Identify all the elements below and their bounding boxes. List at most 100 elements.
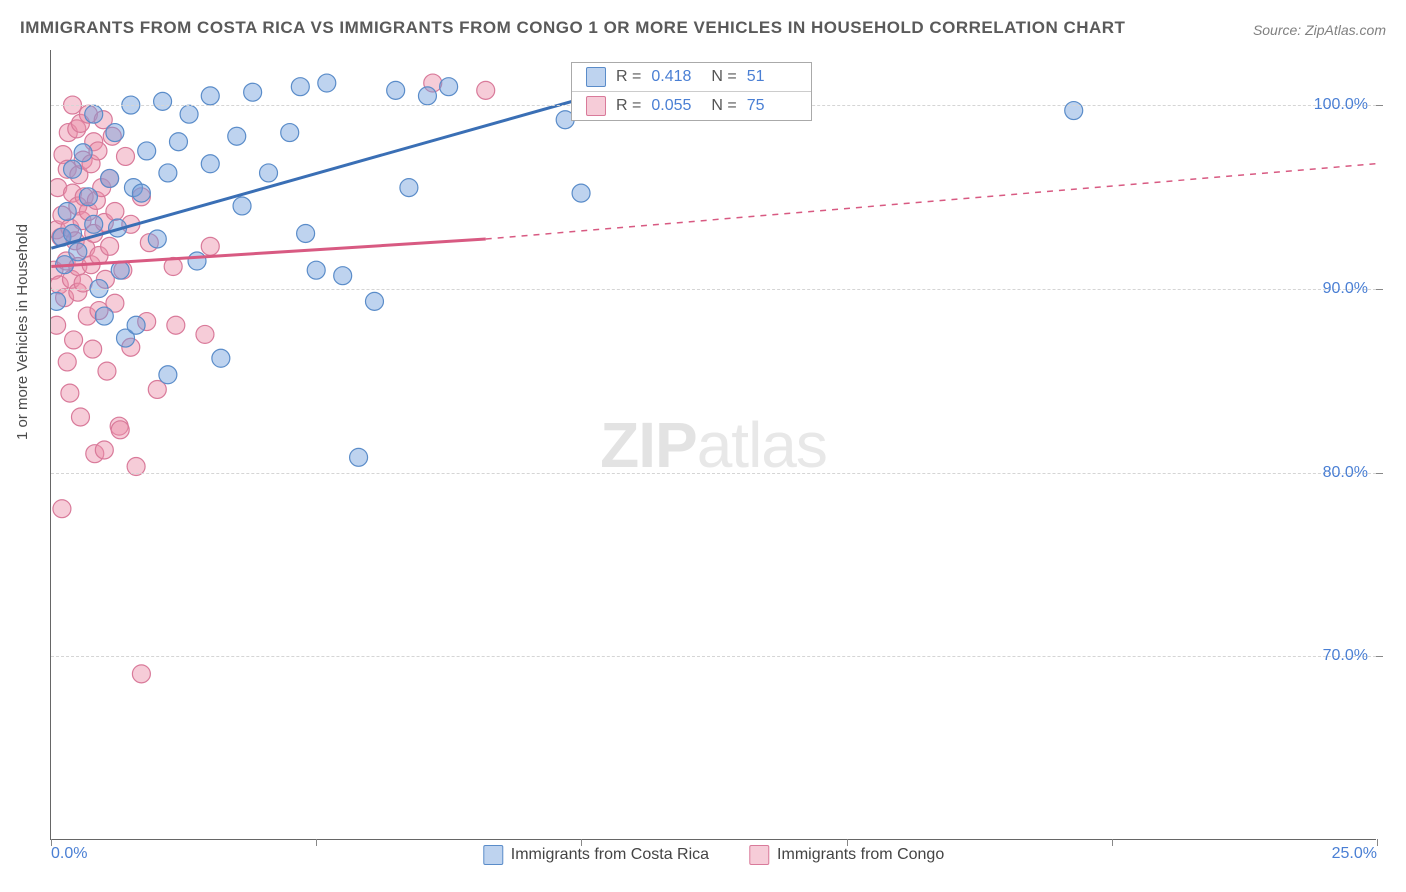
scatter-point (69, 197, 87, 215)
scatter-point (101, 169, 119, 187)
legend-label: Immigrants from Congo (777, 846, 944, 864)
trend-line (51, 239, 485, 267)
trend-line-dashed (486, 164, 1376, 239)
scatter-point (138, 142, 156, 160)
scatter-point (51, 316, 66, 334)
scatter-point (101, 169, 119, 187)
scatter-point (138, 313, 156, 331)
scatter-point (291, 78, 309, 96)
scatter-point (201, 155, 219, 173)
scatter-point (96, 270, 114, 288)
scatter-point (53, 228, 71, 246)
legend-item: Immigrants from Costa Rica (483, 845, 709, 865)
scatter-point (101, 237, 119, 255)
scatter-point (56, 256, 74, 274)
scatter-point (53, 206, 71, 224)
stat-n-value: 75 (747, 97, 797, 115)
scatter-point (51, 276, 68, 294)
scatter-point (132, 184, 150, 202)
scatter-point (148, 230, 166, 248)
scatter-point (440, 78, 458, 96)
scatter-point (53, 500, 71, 518)
scatter-point (117, 329, 135, 347)
scatter-point (54, 146, 72, 164)
scatter-point (180, 105, 198, 123)
scatter-point (297, 224, 315, 242)
scatter-point (228, 127, 246, 145)
scatter-point (62, 270, 80, 288)
scatter-point (94, 111, 112, 129)
scatter-point (86, 445, 104, 463)
scatter-point (109, 219, 127, 237)
scatter-point (201, 237, 219, 255)
scatter-point (61, 219, 79, 237)
scatter-point (418, 87, 436, 105)
scatter-point (69, 243, 87, 261)
scatter-point (318, 74, 336, 92)
plot-area: ZIPatlas 70.0%80.0%90.0%100.0%0.0%25.0% … (50, 50, 1376, 840)
scatter-point (78, 307, 96, 325)
y-axis-label: 1 or more Vehicles in Household (14, 224, 31, 440)
watermark: ZIPatlas (600, 408, 827, 482)
scatter-point (64, 160, 82, 178)
legend-stats-row: R = 0.418 N = 51 (572, 63, 811, 92)
scatter-point (79, 202, 97, 220)
scatter-point (164, 258, 182, 276)
scatter-point (159, 366, 177, 384)
scatter-point (68, 120, 86, 138)
xtick-mark (1377, 839, 1378, 846)
stat-r-value: 0.418 (651, 68, 701, 86)
stat-n-label: N = (711, 97, 736, 115)
scatter-point (65, 331, 83, 349)
scatter-point (350, 448, 368, 466)
stat-r-label: R = (616, 97, 641, 115)
scatter-point (201, 87, 219, 105)
scatter-point (124, 179, 142, 197)
chart-source: Source: ZipAtlas.com (1253, 22, 1386, 38)
scatter-point (85, 224, 103, 242)
scatter-point (56, 289, 74, 307)
scatter-point (167, 316, 185, 334)
ytick-mark (1376, 656, 1383, 657)
scatter-point (132, 188, 150, 206)
scatter-point (71, 408, 89, 426)
scatter-point (111, 421, 129, 439)
scatter-point (90, 247, 108, 265)
scatter-point (114, 261, 132, 279)
scatter-point (69, 283, 87, 301)
scatter-point (59, 124, 77, 142)
scatter-point (98, 362, 116, 380)
xtick-mark (316, 839, 317, 846)
scatter-point (51, 292, 66, 310)
scatter-point (154, 92, 172, 110)
scatter-point (79, 188, 97, 206)
watermark-thin: atlas (697, 409, 827, 481)
legend-item: Immigrants from Congo (749, 845, 944, 865)
scatter-point (424, 74, 442, 92)
scatter-point (169, 133, 187, 151)
scatter-point (58, 202, 76, 220)
scatter-point (103, 127, 121, 145)
scatter-point (196, 325, 214, 343)
scatter-point (84, 340, 102, 358)
ytick-label: 70.0% (1323, 647, 1368, 665)
scatter-point (64, 184, 82, 202)
scatter-point (334, 267, 352, 285)
scatter-point (365, 292, 383, 310)
scatter-point (122, 215, 140, 233)
legend-swatch (586, 67, 606, 87)
scatter-point (90, 302, 108, 320)
scatter-point (51, 261, 63, 279)
scatter-point (61, 384, 79, 402)
legend-stats-box: R = 0.418 N = 51 R = 0.055 N = 75 (571, 62, 812, 121)
scatter-point (95, 307, 113, 325)
watermark-bold: ZIP (600, 409, 697, 481)
xtick-label: 25.0% (1332, 845, 1377, 863)
scatter-point (64, 224, 82, 242)
scatter-point (572, 184, 590, 202)
scatter-point (74, 151, 92, 169)
scatter-point (69, 258, 87, 276)
gridline (51, 289, 1376, 290)
scatter-point (89, 142, 107, 160)
stat-r-label: R = (616, 68, 641, 86)
